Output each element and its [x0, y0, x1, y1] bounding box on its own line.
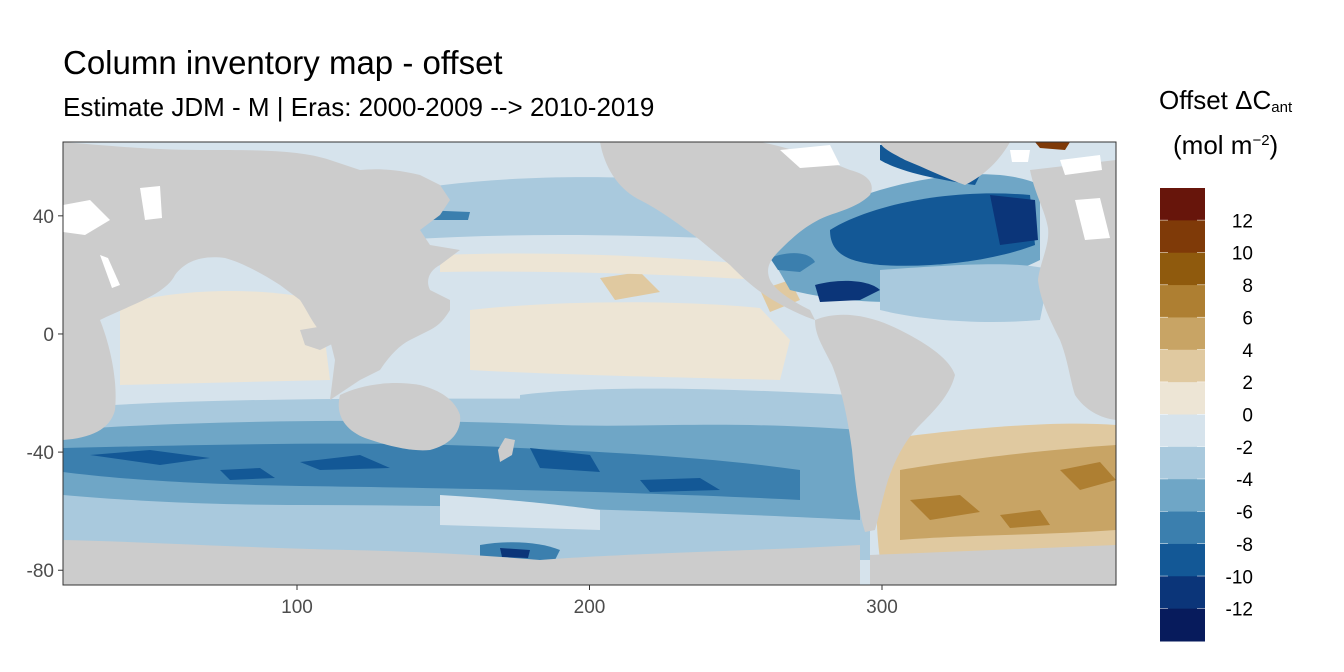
legend-swatch	[1160, 576, 1205, 610]
legend-label: -8	[1236, 535, 1253, 556]
southern-ocean-light-patch	[440, 495, 600, 530]
south-atlantic-warm-strong	[910, 462, 1116, 528]
no-data-caspian	[140, 186, 162, 220]
no-data-hudson	[780, 145, 840, 168]
legend-label: 2	[1242, 373, 1253, 394]
x-tick-label: 200	[574, 597, 606, 618]
legend-label: 6	[1242, 308, 1253, 329]
north-pacific-warm-strip	[440, 253, 760, 280]
land-masses	[63, 142, 1116, 585]
southern-ocean-streaks	[90, 448, 720, 492]
legend-unit-exponent: −2	[1252, 132, 1270, 149]
no-data-areas	[63, 145, 1110, 288]
legend-colorbar: 12 10 8 6 4 2 0 -2 -4 -6 -8 -10 -12	[1160, 188, 1253, 642]
pacific-tropical-warm-patch	[470, 302, 790, 380]
legend-swatch	[1160, 252, 1205, 286]
indonesia	[300, 318, 372, 350]
indian-ocean-warm-patch	[120, 290, 330, 385]
map-subtitle: Estimate JDM - M | Eras: 2000-2009 --> 2…	[63, 92, 655, 122]
greenland-sea-warm	[1035, 142, 1070, 150]
south-america	[815, 314, 955, 532]
gulf-of-mexico-anomaly	[770, 253, 815, 272]
southern-ocean-band-dark	[63, 443, 800, 500]
legend-label: -10	[1226, 567, 1253, 588]
japan	[400, 215, 420, 240]
north-atlantic-anomaly-core	[830, 193, 1035, 266]
antarctica	[63, 540, 860, 585]
map-title: Column inventory map - offset	[63, 44, 503, 81]
no-data-black-sea	[1060, 155, 1102, 175]
legend-label: -6	[1236, 503, 1253, 524]
legend-label: 10	[1232, 244, 1253, 265]
y-tick-label: -80	[27, 561, 54, 582]
north-america	[600, 142, 872, 320]
legend-swatch	[1160, 317, 1205, 351]
greenland	[880, 142, 1010, 185]
south-pacific-subtropical-band	[520, 388, 850, 420]
eastern-pacific-warm-patch	[600, 272, 800, 312]
ross-sea-dark	[500, 548, 530, 558]
legend-swatch	[1160, 188, 1205, 221]
legend-title-main: Offset ΔC	[1159, 85, 1272, 115]
no-data-arctic-west	[63, 200, 110, 235]
legend-swatch	[1160, 511, 1205, 545]
no-data-med	[1010, 150, 1030, 162]
legend-swatch	[1160, 349, 1205, 383]
legend-unit: (mol m−2)	[1159, 130, 1319, 161]
x-tick-label: 100	[281, 597, 313, 618]
y-axis: 40 0 -40 -80	[27, 207, 63, 582]
legend-label: -4	[1236, 470, 1253, 491]
australia	[338, 383, 461, 451]
legend-swatch	[1160, 479, 1205, 513]
new-zealand	[498, 438, 515, 462]
y-tick-label: 0	[43, 325, 54, 346]
legend-label: 12	[1232, 211, 1253, 232]
north-atlantic-light-tail	[880, 264, 1050, 322]
legend-label: 4	[1242, 341, 1253, 362]
south-atlantic-warm-core	[900, 445, 1116, 540]
y-tick-label: 40	[33, 207, 54, 228]
map-panel	[63, 142, 1116, 585]
legend-title-subscript: ant	[1271, 99, 1293, 116]
legend-unit-text: (mol m	[1173, 130, 1253, 160]
legend-swatch	[1160, 446, 1205, 480]
legend-swatch	[1160, 414, 1205, 448]
legend-title: Offset ΔCant (mol m−2)	[1159, 85, 1319, 161]
legend-label: -2	[1236, 438, 1253, 459]
y-tick-label: -40	[27, 443, 54, 464]
legend-swatch	[1160, 382, 1205, 415]
legend-swatch	[1160, 220, 1205, 254]
x-tick-label: 300	[866, 597, 898, 618]
legend-label: 8	[1242, 276, 1253, 297]
legend-swatch	[1160, 285, 1205, 318]
legend-swatch	[1160, 543, 1205, 577]
africa	[63, 142, 460, 440]
no-data-red-sea	[100, 255, 120, 288]
x-axis: 100 200 300	[281, 585, 898, 618]
antarctica-east	[870, 545, 1116, 585]
north-atlantic-anomaly-dark	[815, 195, 1038, 302]
legend-label: 0	[1242, 406, 1253, 427]
legend-swatch	[1160, 608, 1205, 642]
no-data-baltic	[1075, 198, 1110, 240]
legend-unit-close: )	[1269, 130, 1279, 160]
legend-label: -12	[1226, 600, 1253, 621]
